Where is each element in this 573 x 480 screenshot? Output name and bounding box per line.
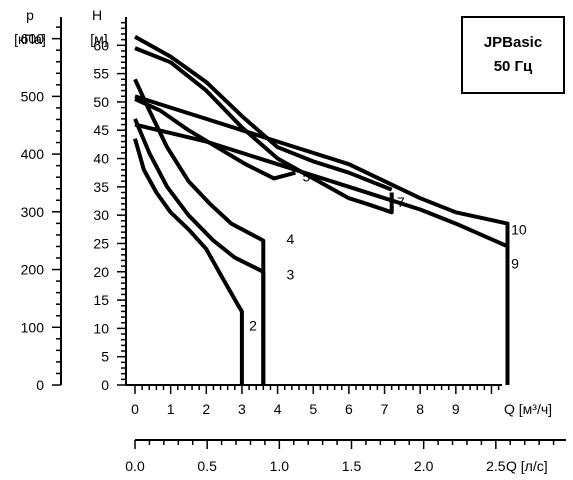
flow-m3h-tick-label: 1 <box>167 401 175 417</box>
pressure-tick-label: 500 <box>21 88 45 104</box>
pressure-tick-label: 100 <box>21 319 45 335</box>
flow-ls-tick-label: 0.0 <box>125 458 145 474</box>
pressure-axis-unit: [кПа] <box>14 31 46 47</box>
head-tick-label: 35 <box>93 179 109 195</box>
head-tick-label: 20 <box>93 264 109 280</box>
curve-label-4: 4 <box>287 231 295 247</box>
head-tick-label: 5 <box>101 349 109 365</box>
head-tick-label: 50 <box>93 94 109 110</box>
head-tick-label: 0 <box>101 377 109 393</box>
axes-layer <box>52 17 566 449</box>
head-tick-label: 15 <box>93 292 109 308</box>
head-axis-unit: [м] <box>90 31 107 47</box>
pressure-tick-label: 200 <box>21 262 45 278</box>
pressure-tick-label: 400 <box>21 146 45 162</box>
labels-layer: 0100200300400500600p[кПа]051015202530354… <box>14 7 565 474</box>
pressure-tick-label: 600 <box>21 31 45 47</box>
head-tick-label: 30 <box>93 207 109 223</box>
flow-m3h-tick-label: 7 <box>381 401 389 417</box>
flow-m3h-tick-label: 5 <box>309 401 317 417</box>
head-axis-label: H <box>92 7 102 23</box>
head-tick-label: 45 <box>93 122 109 138</box>
head-tick-label: 55 <box>93 66 109 82</box>
pump-curve-3-1 <box>133 118 266 385</box>
flow-ls-tick-label: 2.5 <box>486 458 506 474</box>
flow-ls-tick-label: 0.5 <box>197 458 217 474</box>
flow-m3h-tick-label: 4 <box>274 401 282 417</box>
pump-curve-4-2 <box>133 78 266 385</box>
flow-m3h-tick-label: 0 <box>131 401 139 417</box>
flow-m3h-tick-label: 6 <box>345 401 353 417</box>
flow-m3h-axis-label: Q [м³/ч] <box>504 401 552 417</box>
head-tick-label: 10 <box>93 320 109 336</box>
curve-label-2: 2 <box>249 318 257 334</box>
flow-ls-axis-label: Q [л/с] <box>506 458 548 474</box>
flow-ls-tick-label: 1.5 <box>342 458 362 474</box>
flow-ls-tick-label: 2.0 <box>414 458 434 474</box>
pressure-tick-label: 0 <box>36 377 44 393</box>
pump-curve-10-6 <box>134 94 510 385</box>
flow-m3h-tick-label: 9 <box>452 401 460 417</box>
pump-curve-5-3 <box>134 97 296 181</box>
curve-label-7: 7 <box>397 194 405 210</box>
pump-curve-2-0 <box>133 138 244 385</box>
curves-layer <box>133 35 510 385</box>
head-tick-label: 40 <box>93 151 109 167</box>
model-badge-name: JPBasic <box>484 34 542 51</box>
head-tick-label: 60 <box>93 37 109 53</box>
pump-curve-9-7 <box>134 122 510 385</box>
pump-curve-5-5 <box>134 35 393 192</box>
curve-label-3: 3 <box>287 267 295 283</box>
pressure-tick-label: 300 <box>21 204 45 220</box>
model-badge: JPBasic 50 Гц <box>461 16 565 94</box>
model-badge-frequency: 50 Гц <box>494 58 533 75</box>
flow-ls-tick-label: 1.0 <box>270 458 290 474</box>
flow-m3h-tick-label: 8 <box>416 401 424 417</box>
pressure-axis-label: p <box>26 7 34 23</box>
flow-m3h-tick-label: 2 <box>202 401 210 417</box>
curve-label-9: 9 <box>511 255 519 271</box>
head-tick-label: 25 <box>93 235 109 251</box>
curve-label-10: 10 <box>511 221 527 237</box>
curve-label-5: 5 <box>303 169 311 185</box>
model-badge-box <box>461 16 565 94</box>
flow-m3h-tick-label: 3 <box>238 401 246 417</box>
